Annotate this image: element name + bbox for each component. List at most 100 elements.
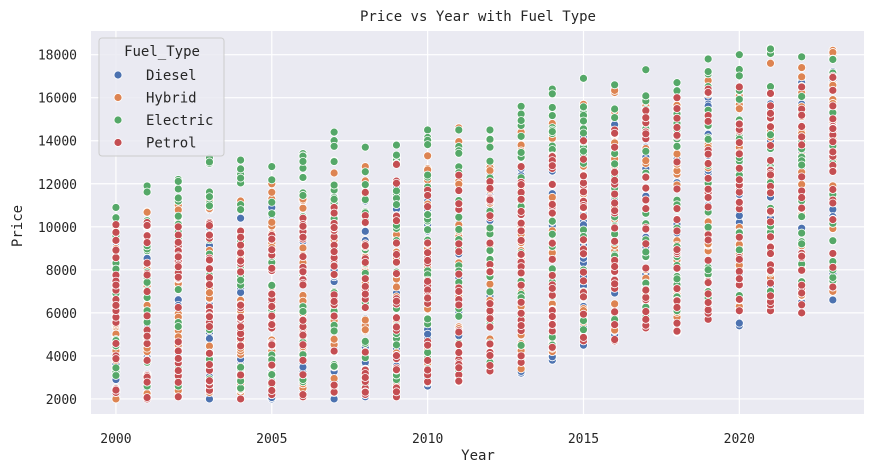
- data-point: [173, 230, 183, 240]
- data-point: [641, 172, 651, 182]
- data-point: [516, 207, 526, 216]
- data-point: [485, 351, 495, 360]
- data-point: [672, 245, 682, 255]
- data-point: [142, 238, 152, 248]
- data-point: [734, 149, 744, 159]
- data-point: [360, 303, 370, 312]
- data-point: [423, 256, 433, 265]
- data-point: [579, 136, 588, 146]
- data-point: [734, 50, 744, 60]
- data-point: [703, 134, 713, 144]
- data-point: [516, 180, 526, 190]
- data-point: [236, 232, 246, 242]
- y-tick-label: 16000: [38, 92, 77, 107]
- data-point: [641, 156, 651, 166]
- data-point: [579, 212, 588, 221]
- data-point: [579, 249, 588, 259]
- data-point: [485, 142, 495, 152]
- data-point: [579, 73, 588, 83]
- data-point: [298, 307, 308, 316]
- data-point: [423, 140, 433, 149]
- data-point: [828, 101, 838, 111]
- data-point: [111, 385, 121, 395]
- data-point: [173, 262, 183, 272]
- data-point: [360, 282, 370, 291]
- data-point: [142, 207, 152, 217]
- data-point: [205, 255, 214, 265]
- data-point: [267, 340, 277, 350]
- y-tick-label: 2000: [46, 393, 77, 408]
- data-point: [547, 216, 557, 226]
- data-point: [610, 198, 620, 208]
- data-point: [797, 110, 807, 120]
- data-point: [641, 247, 651, 257]
- data-points: [111, 43, 838, 404]
- data-point: [392, 257, 401, 267]
- legend-label: Petrol: [146, 136, 197, 152]
- data-point: [766, 58, 775, 68]
- data-point: [205, 348, 214, 358]
- data-point: [111, 280, 121, 290]
- data-point: [267, 378, 277, 388]
- data-point: [173, 211, 183, 221]
- data-point: [672, 130, 682, 140]
- data-point: [641, 285, 651, 295]
- data-point: [298, 355, 308, 365]
- data-point: [579, 171, 588, 181]
- data-point: [516, 148, 526, 157]
- data-point: [766, 44, 775, 54]
- data-point: [610, 299, 620, 309]
- data-point: [236, 288, 246, 297]
- data-point: [423, 210, 433, 220]
- data-point: [703, 149, 713, 159]
- data-point: [392, 250, 401, 259]
- data-point: [423, 340, 433, 350]
- data-point: [579, 154, 588, 164]
- data-point: [547, 103, 557, 112]
- data-point: [205, 312, 214, 322]
- data-point: [236, 394, 246, 404]
- data-point: [205, 157, 214, 167]
- data-point: [672, 263, 682, 273]
- data-point: [797, 140, 807, 150]
- data-point: [173, 322, 183, 331]
- data-point: [205, 376, 214, 386]
- data-point: [142, 287, 152, 296]
- data-point: [797, 92, 807, 101]
- data-point: [423, 191, 433, 200]
- data-point: [516, 131, 526, 141]
- data-point: [485, 134, 495, 144]
- data-point: [579, 333, 588, 342]
- data-point: [516, 116, 526, 125]
- data-point: [766, 108, 775, 118]
- legend-title: Fuel_Type: [124, 44, 200, 60]
- data-point: [547, 342, 557, 352]
- data-point: [329, 127, 339, 137]
- data-point: [766, 188, 775, 198]
- data-point: [703, 305, 713, 315]
- data-point: [547, 271, 557, 280]
- data-point: [672, 274, 682, 284]
- data-point: [454, 286, 464, 296]
- data-point: [734, 294, 744, 304]
- data-point: [236, 341, 246, 351]
- data-point: [766, 88, 775, 98]
- data-point: [641, 239, 651, 249]
- data-point: [329, 311, 339, 321]
- data-point: [703, 298, 713, 307]
- data-point: [329, 157, 339, 166]
- data-point: [766, 278, 775, 288]
- data-point: [766, 249, 775, 258]
- data-point: [579, 267, 588, 277]
- data-point: [454, 376, 464, 386]
- data-point: [392, 200, 401, 209]
- data-point: [672, 226, 682, 236]
- data-point: [547, 320, 557, 329]
- data-point: [267, 360, 277, 370]
- data-point: [267, 234, 277, 244]
- data-point: [734, 318, 744, 328]
- data-point: [766, 291, 775, 301]
- data-point: [205, 280, 214, 290]
- y-axis-label: Price: [10, 205, 26, 247]
- data-point: [516, 101, 526, 111]
